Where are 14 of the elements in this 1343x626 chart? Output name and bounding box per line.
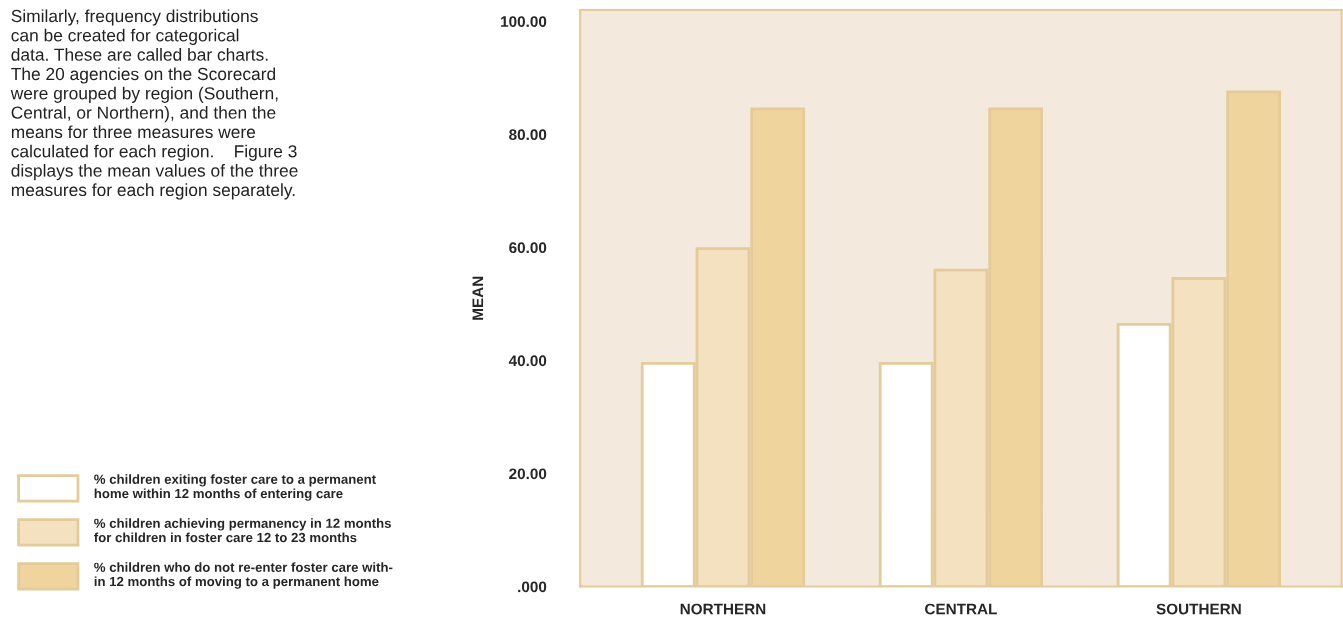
y-tick-label: 100.00 bbox=[501, 16, 547, 28]
x-tick-label: SOUTHERN bbox=[1156, 603, 1241, 615]
x-tick-label: CENTRAL bbox=[925, 603, 997, 615]
y-tick-label: 60.00 bbox=[509, 242, 547, 254]
y-tick-label: .000 bbox=[518, 581, 547, 593]
legend-label: % children who do not re-enter foster care with- in 12 months of moving to a permanent home bbox=[94, 562, 393, 589]
legend-label: % children exiting foster care to a permanent home within 12 months of entering care bbox=[94, 474, 376, 501]
text: Similarly, frequency distributions can be created for categorical data. These are called bar charts. The 20 agencies on the Scorecard were grouped by region (Southern, Central, or Northern), and then the means for three measures were calculated for each region. Figure 3 displays the mean values of the three measures for each region separately. bbox=[10, 9, 298, 200]
legend-label: % children achieving permanency in 12 months for children in foster care 12 to 23 months bbox=[94, 518, 391, 543]
y-tick-label: 20.00 bbox=[509, 468, 547, 480]
y-tick-label: 40.00 bbox=[508, 355, 547, 367]
y-axis-title: MEAN bbox=[472, 276, 484, 320]
y-tick-label: 80.00 bbox=[509, 129, 547, 141]
x-tick-label: NORTHERN bbox=[680, 603, 766, 615]
